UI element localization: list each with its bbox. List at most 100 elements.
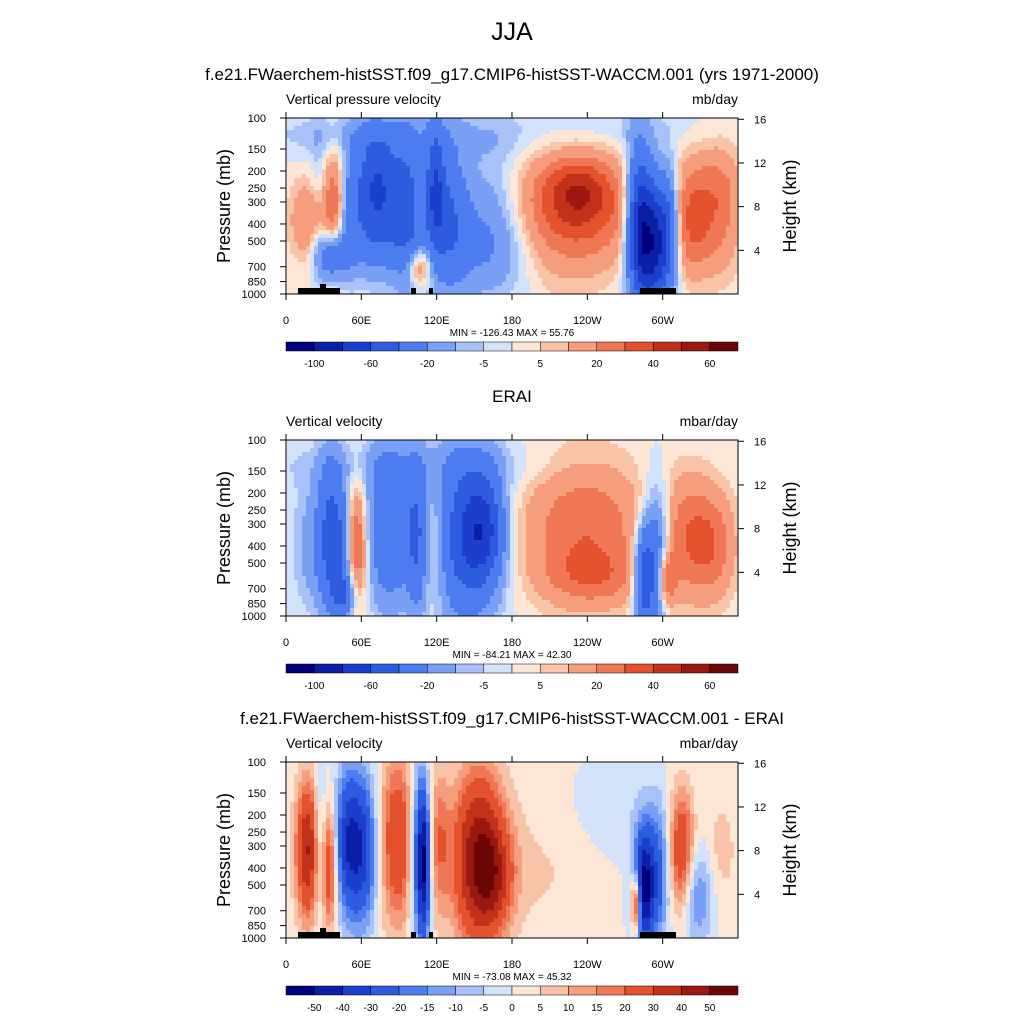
heat-cell: [670, 262, 675, 267]
heat-cell: [546, 162, 551, 167]
heat-cell: [430, 238, 435, 243]
heat-cell: [490, 278, 495, 283]
heat-cell: [570, 142, 575, 147]
heat-cell: [322, 158, 327, 163]
heat-cell: [502, 206, 507, 211]
heat-cell: [582, 170, 587, 175]
heat-cell: [554, 142, 559, 147]
heat-cell: [422, 186, 427, 191]
heat-cell: [338, 242, 343, 247]
heat-cell: [506, 190, 511, 195]
heat-cell: [366, 238, 371, 243]
heat-cell: [342, 178, 347, 183]
heat-cell: [522, 234, 527, 239]
heat-cell: [410, 250, 415, 255]
heat-cell: [430, 150, 435, 155]
heat-cell: [646, 182, 651, 187]
heat-cell: [454, 234, 459, 239]
heat-cell: [602, 290, 607, 295]
heat-cell: [462, 142, 467, 147]
heat-cell: [482, 122, 487, 127]
heat-cell: [378, 166, 383, 171]
heat-cell: [562, 238, 567, 243]
heat-cell: [302, 214, 307, 219]
heat-cell: [318, 210, 323, 215]
heat-cell: [650, 130, 655, 135]
heat-cell: [730, 122, 735, 127]
heat-cell: [662, 134, 667, 139]
heat-cell: [458, 250, 463, 255]
heat-cell: [418, 262, 423, 267]
heat-cell: [406, 258, 411, 263]
heat-cell: [710, 122, 715, 127]
heat-cell: [350, 194, 355, 199]
heat-cell: [710, 162, 715, 167]
heat-cell: [498, 178, 503, 183]
heat-cell: [438, 162, 443, 167]
heat-cell: [302, 222, 307, 227]
heat-cell: [646, 162, 651, 167]
heat-cell: [422, 202, 427, 207]
heat-cell: [454, 222, 459, 227]
heat-cell: [526, 230, 531, 235]
heat-cell: [722, 262, 727, 267]
heat-cell: [650, 270, 655, 275]
heat-cell: [446, 274, 451, 279]
heat-cell: [714, 226, 719, 231]
heat-cell: [294, 138, 299, 143]
heat-cell: [342, 250, 347, 255]
heat-cell: [430, 186, 435, 191]
heat-cell: [410, 134, 415, 139]
heat-cell: [402, 242, 407, 247]
heat-cell: [606, 158, 611, 163]
heat-cell: [494, 190, 499, 195]
heat-cell: [718, 262, 723, 267]
heat-cell: [286, 274, 291, 279]
heat-cell: [510, 242, 515, 247]
heat-cell: [394, 186, 399, 191]
heat-cell: [546, 174, 551, 179]
heat-cell: [470, 242, 475, 247]
heat-cell: [294, 118, 299, 123]
heat-cell: [514, 262, 519, 267]
heat-cell: [466, 126, 471, 131]
heat-cell: [650, 182, 655, 187]
heat-cell: [398, 290, 403, 295]
heat-cell: [686, 218, 691, 223]
heat-cell: [494, 166, 499, 171]
heat-cell: [586, 146, 591, 151]
heat-cell: [366, 286, 371, 291]
heat-cell: [690, 150, 695, 155]
heat-cell: [366, 134, 371, 139]
heat-cell: [366, 190, 371, 195]
heat-cell: [422, 190, 427, 195]
heat-cell: [546, 206, 551, 211]
heat-cell: [550, 238, 555, 243]
heat-cell: [538, 254, 543, 259]
heat-cell: [422, 218, 427, 223]
heat-cell: [578, 270, 583, 275]
heat-cell: [534, 134, 539, 139]
heat-cell: [582, 266, 587, 271]
heat-cell: [550, 118, 555, 123]
heat-cell: [566, 206, 571, 211]
heat-cell: [390, 290, 395, 295]
heat-cell: [562, 198, 567, 203]
heat-cell: [586, 254, 591, 259]
heat-cell: [462, 282, 467, 287]
heat-cell: [426, 154, 431, 159]
heat-cell: [554, 278, 559, 283]
heat-cell: [378, 238, 383, 243]
heat-cell: [538, 242, 543, 247]
heat-cell: [418, 258, 423, 263]
heat-cell: [486, 282, 491, 287]
heat-cell: [570, 234, 575, 239]
heat-cell: [402, 238, 407, 243]
heat-cell: [310, 170, 315, 175]
heat-cell: [422, 194, 427, 199]
heat-cell: [562, 118, 567, 123]
heat-cell: [710, 254, 715, 259]
heat-cell: [470, 154, 475, 159]
heat-cell: [574, 134, 579, 139]
heat-cell: [434, 238, 439, 243]
